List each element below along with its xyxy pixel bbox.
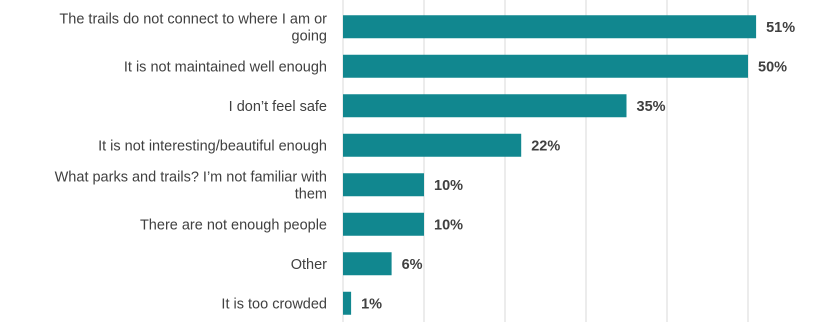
bar [343,291,352,315]
bar [343,15,757,39]
gridlines [342,0,749,322]
value-label: 10% [434,178,463,194]
value-label: 6% [402,257,423,273]
value-label: 35% [637,99,666,115]
bar [343,94,627,118]
value-label: 10% [434,217,463,233]
value-labels: 51% 50% 35% 22% 10% 10% 6% 1% [361,20,795,313]
bar [343,133,522,157]
category-label: I don’t feel safe [229,99,327,115]
bar [343,212,424,236]
category-label: Other [291,257,327,273]
category-label: There are not enough people [140,217,327,233]
value-label: 1% [361,296,382,312]
category-label: What parks and trails? I’m not familiar … [55,169,327,202]
category-label: It is not interesting/beautiful enough [98,138,327,154]
bar [343,173,424,197]
category-label: It is too crowded [221,296,327,312]
value-label: 51% [766,20,795,36]
bars [343,15,757,315]
value-label: 22% [531,138,560,154]
bar [343,54,748,78]
bar [343,252,392,276]
category-label: It is not maintained well enough [124,59,327,75]
category-labels: The trails do not connect to where I am … [55,11,328,312]
category-label: The trails do not connect to where I am … [59,11,327,44]
value-label: 50% [758,59,787,75]
